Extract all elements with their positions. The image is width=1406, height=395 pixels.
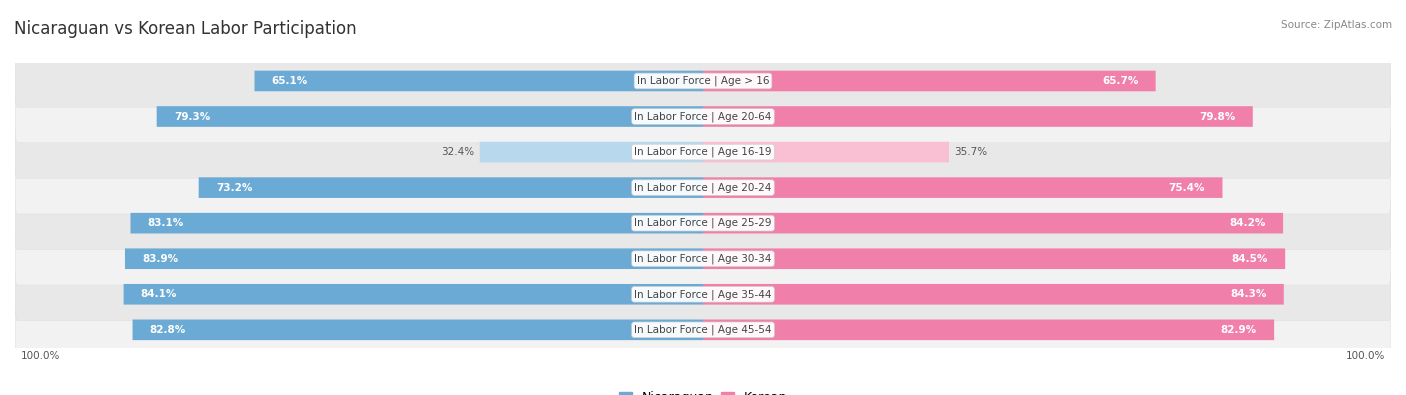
FancyBboxPatch shape [198, 177, 703, 198]
FancyBboxPatch shape [131, 213, 703, 233]
Text: 84.2%: 84.2% [1229, 218, 1265, 228]
Text: In Labor Force | Age > 16: In Labor Force | Age > 16 [637, 76, 769, 86]
Text: 65.7%: 65.7% [1102, 76, 1139, 86]
FancyBboxPatch shape [703, 213, 1284, 233]
Text: In Labor Force | Age 20-24: In Labor Force | Age 20-24 [634, 182, 772, 193]
FancyBboxPatch shape [15, 303, 1391, 357]
FancyBboxPatch shape [703, 177, 1222, 198]
FancyBboxPatch shape [703, 248, 1285, 269]
Text: 84.3%: 84.3% [1230, 289, 1267, 299]
Text: 82.9%: 82.9% [1220, 325, 1257, 335]
FancyBboxPatch shape [479, 142, 703, 162]
FancyBboxPatch shape [703, 142, 949, 162]
Legend: Nicaraguan, Korean: Nicaraguan, Korean [619, 391, 787, 395]
Text: 73.2%: 73.2% [217, 182, 252, 193]
Text: In Labor Force | Age 35-44: In Labor Force | Age 35-44 [634, 289, 772, 299]
FancyBboxPatch shape [125, 248, 703, 269]
FancyBboxPatch shape [15, 268, 1391, 321]
Text: In Labor Force | Age 16-19: In Labor Force | Age 16-19 [634, 147, 772, 157]
Text: 79.3%: 79.3% [174, 111, 209, 122]
Text: 35.7%: 35.7% [955, 147, 987, 157]
FancyBboxPatch shape [15, 90, 1391, 143]
FancyBboxPatch shape [15, 55, 1391, 107]
Text: In Labor Force | Age 25-29: In Labor Force | Age 25-29 [634, 218, 772, 228]
Text: 82.8%: 82.8% [150, 325, 186, 335]
FancyBboxPatch shape [15, 160, 1391, 215]
Text: 83.9%: 83.9% [142, 254, 179, 264]
FancyBboxPatch shape [15, 89, 1391, 144]
Text: 100.0%: 100.0% [21, 352, 60, 361]
FancyBboxPatch shape [703, 284, 1284, 305]
FancyBboxPatch shape [703, 106, 1253, 127]
Text: 100.0%: 100.0% [1346, 352, 1385, 361]
FancyBboxPatch shape [15, 231, 1391, 286]
FancyBboxPatch shape [703, 320, 1274, 340]
FancyBboxPatch shape [156, 106, 703, 127]
FancyBboxPatch shape [15, 54, 1391, 108]
Text: 75.4%: 75.4% [1168, 182, 1205, 193]
Text: In Labor Force | Age 30-34: In Labor Force | Age 30-34 [634, 254, 772, 264]
Text: Nicaraguan vs Korean Labor Participation: Nicaraguan vs Korean Labor Participation [14, 20, 357, 38]
FancyBboxPatch shape [15, 197, 1391, 250]
FancyBboxPatch shape [15, 196, 1391, 250]
FancyBboxPatch shape [132, 320, 703, 340]
FancyBboxPatch shape [15, 161, 1391, 214]
FancyBboxPatch shape [254, 71, 703, 91]
FancyBboxPatch shape [15, 303, 1391, 356]
Text: 65.1%: 65.1% [271, 76, 308, 86]
Text: 84.5%: 84.5% [1232, 254, 1268, 264]
FancyBboxPatch shape [124, 284, 703, 305]
Text: 32.4%: 32.4% [441, 147, 474, 157]
Text: In Labor Force | Age 20-64: In Labor Force | Age 20-64 [634, 111, 772, 122]
FancyBboxPatch shape [15, 267, 1391, 322]
Text: In Labor Force | Age 45-54: In Labor Force | Age 45-54 [634, 325, 772, 335]
FancyBboxPatch shape [15, 125, 1391, 179]
FancyBboxPatch shape [15, 126, 1391, 179]
Text: Source: ZipAtlas.com: Source: ZipAtlas.com [1281, 20, 1392, 30]
FancyBboxPatch shape [703, 71, 1156, 91]
Text: 84.1%: 84.1% [141, 289, 177, 299]
Text: 83.1%: 83.1% [148, 218, 184, 228]
FancyBboxPatch shape [15, 232, 1391, 285]
Text: 79.8%: 79.8% [1199, 111, 1236, 122]
